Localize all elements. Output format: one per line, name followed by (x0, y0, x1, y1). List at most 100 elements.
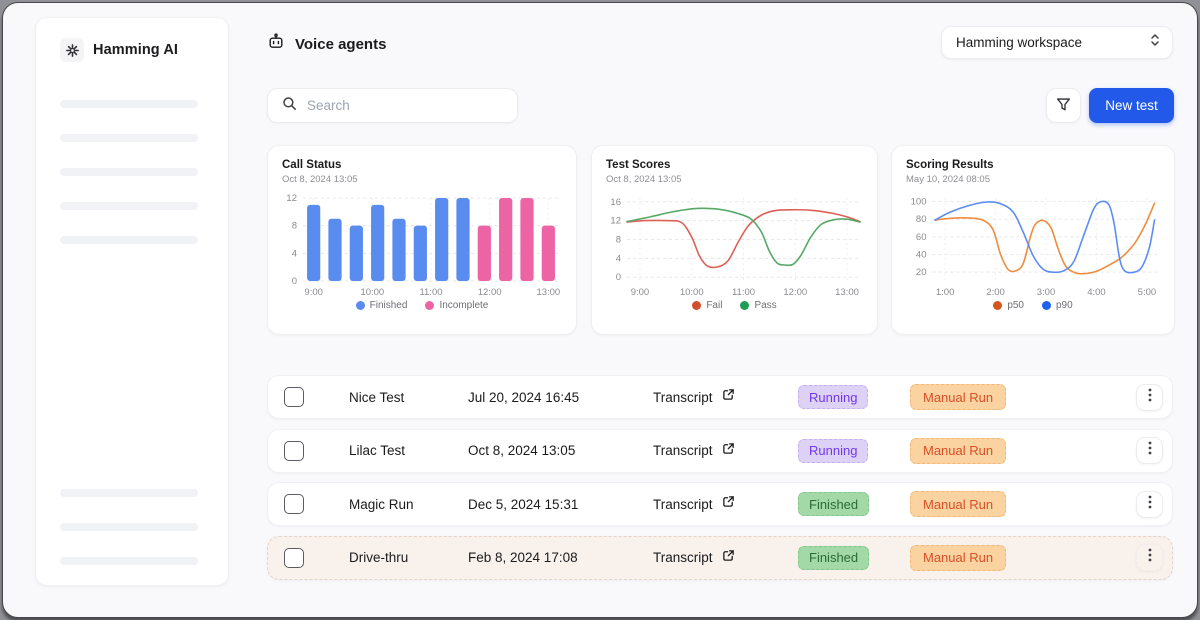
manual-run-button[interactable]: Manual Run (910, 491, 1007, 517)
transcript-link[interactable]: Transcript (653, 549, 735, 567)
skeleton-bar (60, 236, 198, 244)
row-menu-button[interactable] (1136, 383, 1163, 411)
row-checkbox[interactable] (284, 547, 304, 568)
legend-dot-icon (1042, 301, 1051, 310)
chart-legend: Fail Pass (606, 300, 863, 311)
kebab-icon (1148, 548, 1152, 567)
external-link-icon (722, 442, 735, 460)
legend-item: Pass (740, 300, 777, 311)
brand-row: Hamming AI (36, 18, 228, 62)
legend-item: Finished (355, 300, 407, 311)
chart-card: Call Status Oct 8, 2024 13:05 0 4 8 12 9:00 10:… (267, 145, 577, 335)
transcript-link[interactable]: Transcript (653, 388, 735, 406)
chart-title: Call Status (282, 159, 342, 171)
svg-text:40: 40 (916, 250, 927, 261)
kebab-icon (1148, 441, 1152, 460)
new-test-button[interactable]: New test (1089, 88, 1174, 123)
transcript-label: Transcript (653, 496, 713, 512)
bar-finished (371, 204, 385, 281)
kebab-icon (1148, 495, 1152, 514)
svg-text:4: 4 (616, 253, 621, 264)
chart-subtitle: Oct 8, 2024 13:05 (282, 174, 358, 185)
chart-legend: p50 p90 (906, 300, 1160, 311)
svg-text:2:00: 2:00 (986, 287, 1005, 298)
svg-text:12:00: 12:00 (783, 287, 807, 298)
test-date: Oct 8, 2024 13:05 (468, 443, 576, 458)
row-checkbox[interactable] (284, 440, 304, 461)
table-row[interactable]: Magic Run Dec 5, 2024 15:31 Transcript F… (267, 482, 1173, 526)
svg-text:13:00: 13:00 (835, 287, 859, 298)
legend-dot-icon (993, 301, 1003, 310)
page-header: Voice agents (267, 33, 386, 56)
table-row[interactable]: Nice Test Jul 20, 2024 16:45 Transcript … (267, 375, 1173, 419)
bar-finished (328, 218, 342, 281)
transcript-label: Transcript (653, 443, 713, 458)
svg-text:4:00: 4:00 (1087, 287, 1106, 298)
transcript-link[interactable]: Transcript (653, 442, 735, 460)
svg-text:80: 80 (916, 214, 927, 225)
external-link-icon (722, 495, 735, 513)
filter-button[interactable] (1046, 88, 1081, 123)
row-menu-button[interactable] (1136, 544, 1163, 571)
robot-icon (267, 33, 285, 56)
svg-text:9:00: 9:00 (304, 287, 323, 298)
search-box (267, 88, 518, 123)
test-date: Jul 20, 2024 16:45 (468, 389, 580, 405)
test-name: Drive-thru (349, 550, 409, 565)
line-fail (626, 208, 861, 269)
svg-text:12:00: 12:00 (478, 287, 502, 298)
transcript-link[interactable]: Transcript (653, 495, 735, 513)
table-row[interactable]: Drive-thru Feb 8, 2024 17:08 Transcript … (267, 535, 1173, 580)
sidebar: Hamming AI (35, 17, 229, 586)
external-link-icon (722, 549, 735, 567)
legend-dot-icon (740, 301, 750, 310)
svg-text:10:00: 10:00 (680, 287, 704, 298)
skeleton-bar (60, 489, 198, 497)
bar-finished (349, 225, 363, 281)
skeleton-bar (60, 168, 198, 176)
search-input[interactable] (307, 98, 503, 113)
funnel-icon (1056, 97, 1071, 115)
bar-incomplete (477, 225, 491, 281)
test-name: Lilac Test (349, 443, 406, 458)
chart-legend: Finished Incomplete (282, 300, 562, 311)
manual-run-button[interactable]: Manual Run (910, 437, 1007, 464)
chart-card: Scoring Results May 10, 2024 08:05 20 40 60 8… (891, 145, 1175, 335)
svg-text:20: 20 (916, 267, 927, 278)
logo-icon (60, 38, 84, 62)
legend-label: Fail (706, 300, 723, 311)
manual-run-button[interactable]: Manual Run (910, 384, 1007, 410)
test-name: Nice Test (349, 389, 405, 405)
bar-finished (456, 198, 470, 281)
skeleton-bar (60, 523, 198, 531)
bar-finished (435, 198, 449, 281)
skeleton-bar (60, 557, 198, 565)
svg-text:1:00: 1:00 (936, 287, 955, 298)
sidebar-skeleton-bottom (36, 489, 228, 565)
svg-text:100: 100 (911, 197, 927, 208)
chart-subtitle: May 10, 2024 08:05 (906, 174, 990, 185)
manual-run-button[interactable]: Manual Run (910, 544, 1007, 571)
workspace-select[interactable]: Hamming workspace (941, 26, 1173, 59)
svg-text:10:00: 10:00 (360, 287, 384, 298)
legend-item: p90 (1042, 300, 1073, 311)
status-badge: Finished (798, 492, 870, 516)
chart-subtitle: Oct 8, 2024 13:05 (606, 174, 682, 185)
row-menu-button[interactable] (1136, 490, 1163, 518)
legend-item: p50 (993, 300, 1024, 311)
svg-text:9:00: 9:00 (631, 287, 650, 298)
row-menu-button[interactable] (1136, 437, 1163, 464)
svg-text:11:00: 11:00 (419, 287, 442, 298)
charts-row: Call Status Oct 8, 2024 13:05 0 4 8 12 9:00 10:… (267, 145, 1175, 335)
bar-incomplete (499, 198, 513, 281)
svg-text:16: 16 (610, 197, 621, 208)
row-checkbox[interactable] (284, 387, 304, 407)
external-link-icon (722, 388, 735, 406)
row-checkbox[interactable] (284, 494, 304, 514)
table-row[interactable]: Lilac Test Oct 8, 2024 13:05 Transcript … (267, 428, 1173, 473)
legend-label: Pass (754, 300, 777, 311)
legend-item: Incomplete (425, 300, 488, 311)
test-date: Feb 8, 2024 17:08 (468, 550, 578, 565)
test-name: Magic Run (349, 496, 414, 512)
chart-plot: 20 40 60 80 100 1:00 2:00 3:00 4:00 5:00 (911, 197, 1157, 298)
